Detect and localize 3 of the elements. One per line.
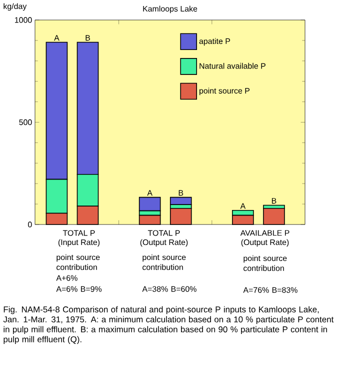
bar <box>170 196 192 206</box>
text: Fig. NAM-54-8 Comparison of natural and point-source P inputs to Kamloops Lake, Jan. 1-Mar. 31, 1975. A: a minimum calculation based on a 10 % particulate P content in pulp mill effluent. B: a maximum calculation based on 90 % particulate P content in pulp mill effluent (Q). <box>3 306 334 344</box>
bar <box>138 196 161 212</box>
